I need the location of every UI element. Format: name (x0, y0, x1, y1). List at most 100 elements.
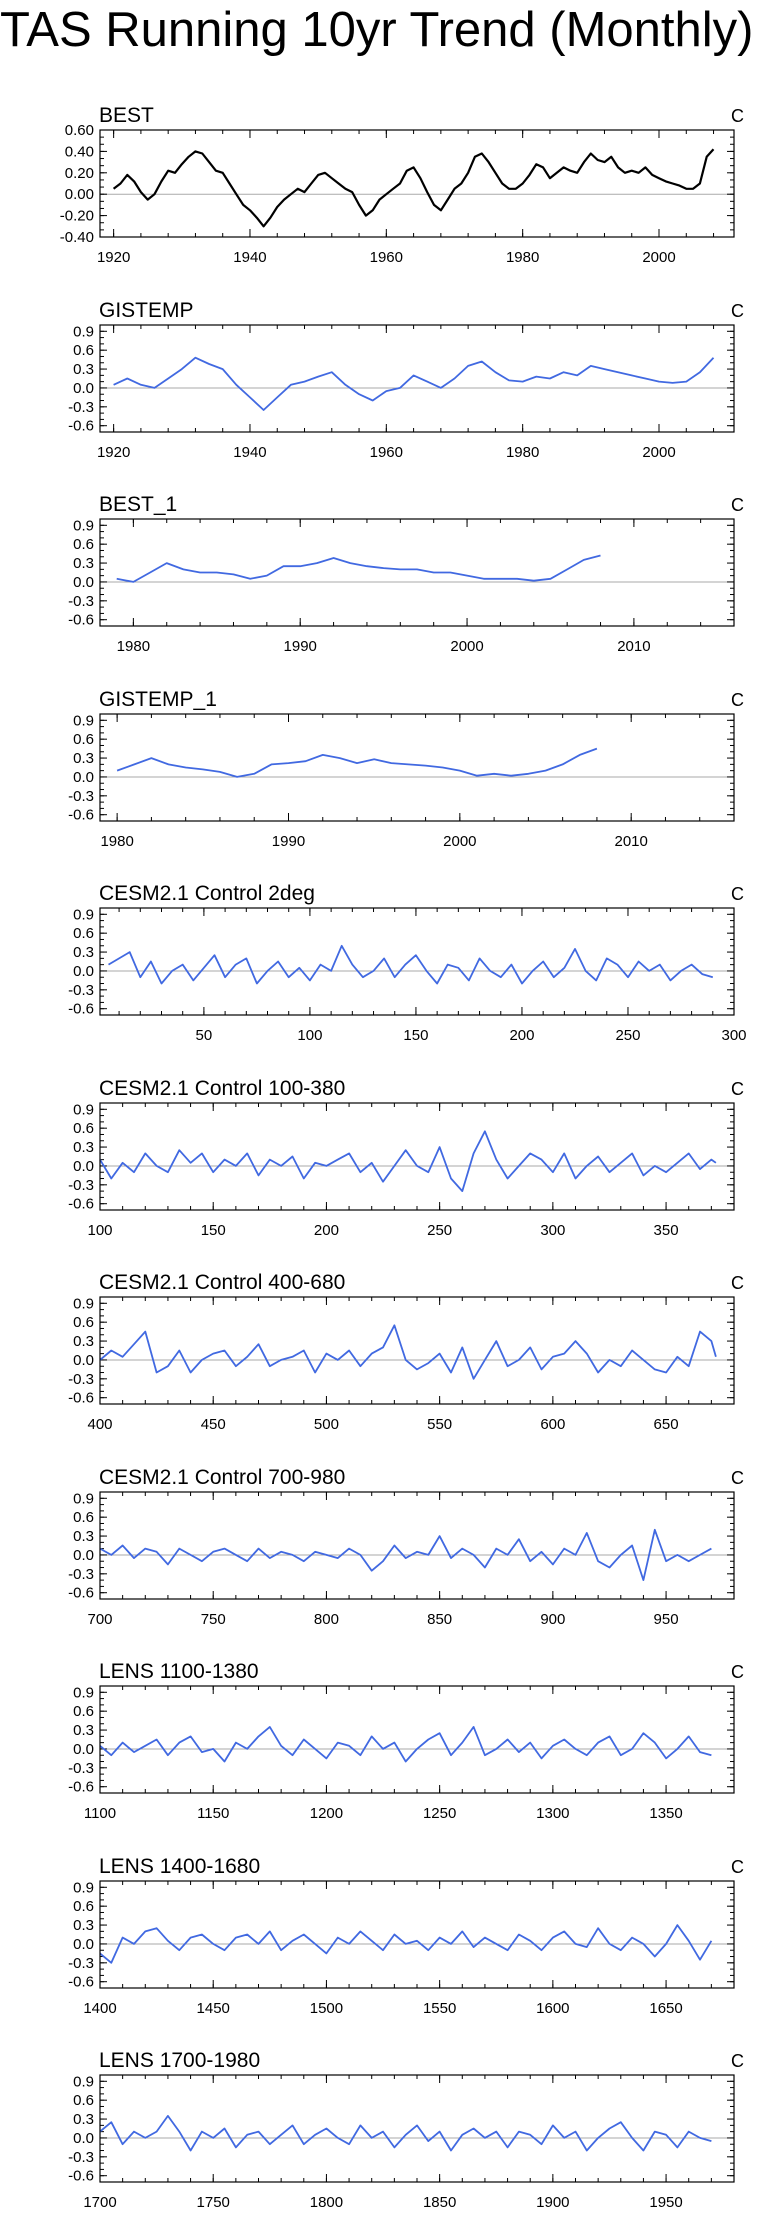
y-tick-label: 0.9 (73, 1295, 94, 1312)
y-tick-label: 0.3 (73, 1528, 94, 1545)
x-tick-label: 1800 (310, 2194, 343, 2211)
panel-title: LENS 1400-1680 (99, 1855, 260, 1878)
plot-frame (99, 907, 735, 1016)
panel-units: C (731, 1857, 744, 1877)
panel-title: GISTEMP_1 (99, 688, 217, 711)
x-tick-label: 400 (87, 1416, 112, 1433)
x-tick-label: 300 (721, 1027, 746, 1044)
x-tick-label: 2000 (443, 833, 476, 850)
panel-title: BEST (99, 104, 154, 127)
y-tick-label: 0.9 (73, 517, 94, 534)
plot-frame (99, 713, 735, 822)
x-tick-label: 1150 (197, 1805, 229, 1822)
series-line (99, 1324, 717, 1380)
x-tick-label: 2010 (615, 833, 648, 850)
x-tick-label: 1550 (423, 2000, 456, 2017)
y-tick-label: -0.3 (68, 1371, 94, 1388)
y-tick-label: -0.6 (68, 1196, 94, 1213)
series-line (108, 944, 714, 985)
series-line (99, 1924, 713, 1964)
series-line (99, 2114, 712, 2152)
y-tick-label: -0.6 (68, 1001, 94, 1018)
y-tick-label: 0.9 (73, 1101, 94, 1118)
x-tick-label: 300 (540, 1222, 565, 1239)
y-tick-label: 0.9 (73, 1879, 94, 1896)
plot-frame (99, 324, 735, 433)
y-tick-label: -0.6 (68, 418, 94, 435)
x-tick-label: 1250 (423, 1805, 456, 1822)
x-tick-label: 550 (427, 1416, 452, 1433)
x-tick-label: 1500 (310, 2000, 343, 2017)
plot-frame (99, 1296, 735, 1405)
panel-units: C (731, 2051, 744, 2071)
y-tick-label: 0.3 (73, 555, 94, 572)
x-tick-label: 1600 (536, 2000, 569, 2017)
y-tick-label: 0.6 (73, 1509, 94, 1526)
y-tick-label: 0.3 (73, 1139, 94, 1156)
panel-units: C (731, 1468, 744, 1488)
x-tick-label: 50 (196, 1027, 213, 1044)
plot-frame (99, 1880, 735, 1989)
y-tick-label: -0.3 (68, 1177, 94, 1194)
x-tick-label: 1100 (84, 1805, 116, 1822)
y-tick-label: -0.40 (60, 229, 94, 246)
page-title: TAS Running 10yr Trend (Monthly) (0, 3, 754, 57)
y-tick-label: -0.6 (68, 1974, 94, 1991)
y-tick-label: -0.6 (68, 2168, 94, 2185)
y-tick-label: 0.0 (73, 1158, 94, 1175)
y-tick-label: -0.6 (68, 1779, 94, 1796)
x-tick-label: 900 (540, 1611, 565, 1628)
y-tick-label: 0.6 (73, 731, 94, 748)
y-tick-label: 0.3 (73, 2111, 94, 2128)
x-tick-label: 1750 (197, 2194, 230, 2211)
x-tick-label: 1980 (117, 638, 150, 655)
x-tick-label: 500 (314, 1416, 339, 1433)
x-tick-label: 1980 (506, 249, 539, 266)
x-tick-label: 150 (403, 1027, 428, 1044)
y-tick-label: 0.40 (65, 143, 94, 160)
panel-units: C (731, 884, 744, 904)
y-tick-label: 0.0 (73, 769, 94, 786)
x-tick-label: 350 (654, 1222, 679, 1239)
y-tick-label: 0.3 (73, 1722, 94, 1739)
series-line (112, 148, 715, 228)
x-tick-label: 950 (654, 1611, 679, 1628)
plot-frame (99, 2074, 735, 2183)
series-line (99, 1528, 712, 1581)
panel-title: CESM2.1 Control 100-380 (99, 1077, 345, 1100)
y-tick-label: 0.6 (73, 342, 94, 359)
y-tick-label: -0.20 (60, 208, 94, 225)
y-tick-label: 0.6 (73, 536, 94, 553)
x-tick-label: 1400 (83, 2000, 116, 2017)
x-tick-label: 1900 (536, 2194, 569, 2211)
y-tick-label: 0.20 (65, 165, 94, 182)
series-line (116, 554, 601, 583)
x-tick-label: 250 (615, 1027, 640, 1044)
plot-frame (99, 1102, 735, 1211)
x-tick-label: 2000 (642, 249, 675, 266)
y-tick-label: 0.60 (65, 122, 94, 139)
panel-title: CESM2.1 Control 400-680 (99, 1271, 345, 1294)
y-tick-label: -0.3 (68, 2149, 94, 2166)
plot-frame (99, 518, 735, 627)
x-tick-label: 1990 (272, 833, 305, 850)
x-tick-label: 250 (427, 1222, 452, 1239)
y-tick-label: 0.0 (73, 1936, 94, 1953)
panel-title: BEST_1 (99, 493, 177, 516)
y-tick-label: 0.9 (73, 323, 94, 340)
x-tick-label: 1450 (197, 2000, 230, 2017)
x-tick-label: 1960 (370, 444, 403, 461)
y-tick-label: 0.6 (73, 1314, 94, 1331)
y-tick-label: 0.0 (73, 963, 94, 980)
y-tick-label: 0.0 (73, 2130, 94, 2147)
x-tick-label: 2000 (642, 444, 675, 461)
y-tick-label: 0.6 (73, 1120, 94, 1137)
x-tick-label: 1700 (83, 2194, 116, 2211)
panel-title: GISTEMP (99, 299, 194, 322)
y-tick-label: 0.6 (73, 1703, 94, 1720)
x-tick-label: 600 (540, 1416, 565, 1433)
y-tick-label: 0.6 (73, 925, 94, 942)
x-tick-label: 1200 (310, 1805, 343, 1822)
panel-units: C (731, 495, 744, 515)
series-line (99, 1130, 717, 1192)
